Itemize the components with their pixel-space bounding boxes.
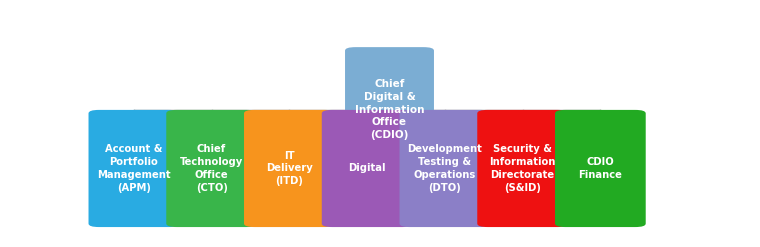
Text: Development
Testing &
Operations
(DTO): Development Testing & Operations (DTO) xyxy=(407,144,483,193)
Text: Chief
Digital &
Information
Office
(CDIO): Chief Digital & Information Office (CDIO… xyxy=(355,79,424,140)
Text: Account &
Portfolio
Management
(APM): Account & Portfolio Management (APM) xyxy=(97,144,171,193)
Text: Chief
Technology
Office
(CTO): Chief Technology Office (CTO) xyxy=(180,144,243,193)
Text: Security &
Information
Directorate
(S&ID): Security & Information Directorate (S&ID… xyxy=(489,144,556,193)
FancyBboxPatch shape xyxy=(555,110,646,227)
FancyBboxPatch shape xyxy=(166,110,257,227)
FancyBboxPatch shape xyxy=(244,110,334,227)
Text: IT
Delivery
(ITD): IT Delivery (ITD) xyxy=(266,151,313,186)
FancyBboxPatch shape xyxy=(321,110,413,227)
Text: Digital: Digital xyxy=(348,164,386,173)
FancyBboxPatch shape xyxy=(345,47,434,172)
FancyBboxPatch shape xyxy=(88,110,179,227)
FancyBboxPatch shape xyxy=(477,110,568,227)
Text: CDIO
Finance: CDIO Finance xyxy=(578,157,622,180)
FancyBboxPatch shape xyxy=(400,110,490,227)
